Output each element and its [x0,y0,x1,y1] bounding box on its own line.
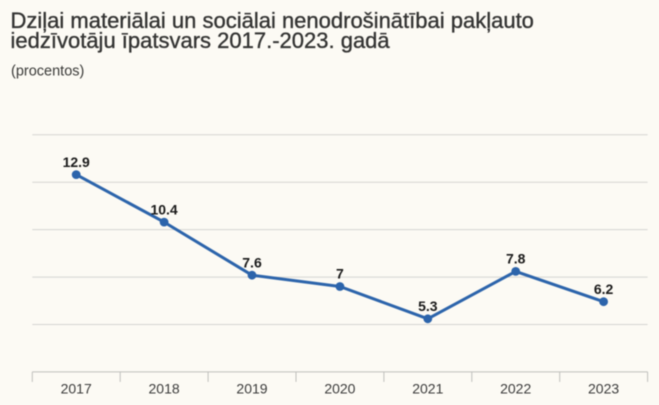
svg-text:2020: 2020 [324,380,355,396]
svg-text:2023: 2023 [588,380,619,396]
svg-text:7.8: 7.8 [506,250,526,266]
svg-text:2017: 2017 [61,380,92,396]
svg-text:(procentos): (procentos) [11,63,84,79]
svg-text:iedzīvotāju īpatsvars 2017.-20: iedzīvotāju īpatsvars 2017.-2023. gadā [11,28,391,53]
svg-text:5.3: 5.3 [418,298,438,314]
svg-text:7.6: 7.6 [242,254,262,270]
svg-text:Dziļai materiālai un sociālai: Dziļai materiālai un sociālai nenodrošin… [11,8,534,33]
svg-text:10.4: 10.4 [150,201,177,217]
svg-text:2019: 2019 [236,380,267,396]
svg-text:7: 7 [336,266,344,282]
svg-text:2018: 2018 [149,380,180,396]
svg-text:2022: 2022 [500,380,531,396]
svg-text:2021: 2021 [412,380,443,396]
svg-text:6.2: 6.2 [594,281,614,297]
svg-text:12.9: 12.9 [63,154,90,170]
